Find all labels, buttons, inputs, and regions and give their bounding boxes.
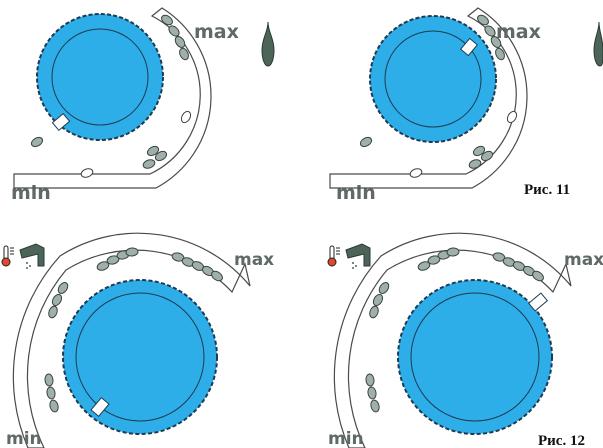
scale-dot-bottom <box>409 168 423 178</box>
thermometer-icon <box>327 245 340 267</box>
max-label: max <box>234 250 274 270</box>
min-label: min <box>11 182 51 204</box>
knob-body <box>62 279 218 435</box>
figure-caption: Рис. 11 <box>524 182 570 198</box>
max-label: max <box>496 21 541 43</box>
scale-dots-top <box>96 247 223 282</box>
thermometer-icon <box>1 245 14 267</box>
knob-inner-ring <box>51 28 149 126</box>
scale-arc <box>329 7 528 189</box>
min-label: min <box>336 182 376 204</box>
temperature-knob[interactable] <box>397 279 553 435</box>
tap-icon <box>19 243 45 269</box>
temperature-knob[interactable] <box>62 279 218 435</box>
figure-caption: Рис. 12 <box>538 433 585 448</box>
panel-bottom-right: max min Рис. 12 <box>327 232 603 448</box>
scale-dots-low <box>30 136 168 169</box>
knob-inner-ring <box>384 30 482 128</box>
scale-dots-left <box>44 282 69 413</box>
knob-indicator <box>90 396 110 418</box>
scale-dot-bottom <box>80 168 94 178</box>
scale-dots-max <box>161 14 189 61</box>
scale-dots-top <box>417 247 544 282</box>
scale-dots-max <box>477 14 505 61</box>
knob-indicator <box>527 292 549 312</box>
panel-bottom-left: max min <box>1 232 274 448</box>
scale-arc <box>13 7 212 189</box>
knob-body <box>397 279 553 435</box>
scale-dots-left <box>365 282 390 413</box>
temperature-knob[interactable] <box>369 15 497 143</box>
knob-body <box>36 13 164 141</box>
flame-icon <box>593 21 603 67</box>
min-label: min <box>6 429 42 448</box>
knob-indicator <box>51 112 71 132</box>
panel-top-left: max min <box>11 7 275 204</box>
temperature-knob[interactable] <box>36 13 164 141</box>
min-label: min <box>328 429 364 448</box>
knob-inner-ring <box>410 292 540 422</box>
knob-body <box>369 15 497 143</box>
scale-dot-mid <box>506 110 518 124</box>
scale-dots-low <box>359 136 494 169</box>
knob-inner-ring <box>75 292 205 422</box>
panel-top-right: max min Рис. 11 <box>329 7 603 204</box>
max-label: max <box>194 21 239 43</box>
tap-icon <box>345 243 371 269</box>
knob-indicator <box>459 37 479 57</box>
max-label: max <box>564 250 603 270</box>
flame-icon <box>261 21 275 67</box>
scale-dot-mid <box>180 110 192 124</box>
